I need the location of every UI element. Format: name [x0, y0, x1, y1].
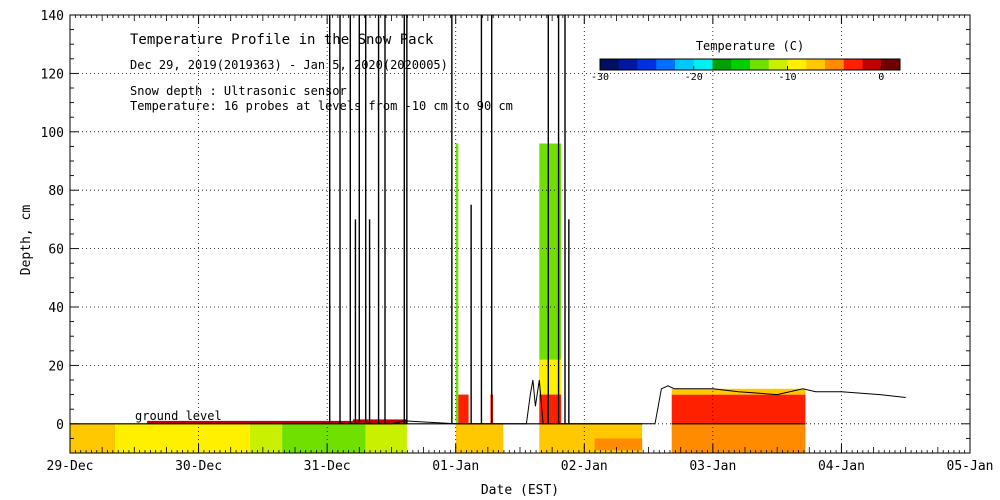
- temperature-blocks: [70, 143, 806, 453]
- y-tick-label: 40: [48, 301, 64, 316]
- temperature-block-3: [282, 423, 366, 453]
- temperature-block-13: [539, 359, 562, 395]
- temperature-block-1: [115, 423, 250, 453]
- colorbar-cell: [787, 59, 807, 70]
- ground-level-label: ground level: [135, 409, 222, 423]
- colorbar-cell: [731, 59, 751, 70]
- colorbar-cell: [806, 59, 826, 70]
- colorbar-cell: [675, 59, 695, 70]
- colorbar-label: Temperature (C): [696, 39, 804, 53]
- chart-title: Temperature Profile in the Snow Pack: [130, 32, 434, 48]
- x-tick-label: 29-Dec: [47, 459, 94, 474]
- grid-lines: [70, 15, 970, 453]
- temperature-block-4: [365, 423, 407, 453]
- temperature-block-7: [455, 423, 504, 453]
- y-tick-label: 60: [48, 243, 64, 258]
- colorbar-cell: [862, 59, 882, 70]
- temperature-block-17: [671, 394, 806, 424]
- y-tick-label: 80: [48, 184, 64, 199]
- temperature-block-9: [458, 394, 469, 424]
- temperature-block-16: [671, 423, 806, 453]
- x-axis-label: Date (EST): [481, 483, 559, 498]
- chart-subtitle: Dec 29, 2019(2019363) - Jan 5, 2020(2020…: [130, 58, 448, 72]
- note-temperature: Temperature: 16 probes at levels from -1…: [130, 99, 513, 113]
- temperature-block-0: [70, 423, 115, 453]
- axis-ticks: 29-Dec 30-Dec 31-Dec 01-Jan 02-Jan 03-Jan 04-J…: [41, 9, 994, 474]
- colorbar-cell: [637, 59, 657, 70]
- x-tick-label: 02-Jan: [561, 459, 608, 474]
- plot-frame: [69, 14, 971, 454]
- x-tick-label: 03-Jan: [689, 459, 736, 474]
- y-tick-label: 20: [48, 359, 64, 374]
- colorbar-cell: [712, 59, 732, 70]
- colorbar-cell: [656, 59, 676, 70]
- colorbar-cell: [750, 59, 770, 70]
- x-tick-label: 04-Jan: [818, 459, 865, 474]
- temperature-block-6: [352, 419, 407, 424]
- temperature-block-5: [147, 420, 353, 424]
- colorbar-tick-label: -20: [685, 72, 703, 83]
- colorbar-cell: [600, 59, 620, 70]
- temperature-block-14: [539, 394, 562, 424]
- x-tick-label: 30-Dec: [175, 459, 222, 474]
- y-axis-label: Depth, cm: [19, 205, 34, 276]
- colorbar-tick-label: -10: [778, 72, 796, 83]
- temperature-block-8: [455, 143, 459, 424]
- x-tick-label: 05-Jan: [947, 459, 994, 474]
- colorbar-tick-label: -30: [591, 72, 609, 83]
- temperature-block-12: [539, 143, 562, 395]
- x-tick-label: 01-Jan: [432, 459, 479, 474]
- colorbar-cell: [825, 59, 845, 70]
- colorbar: -30 -20 -10 0: [591, 58, 901, 83]
- y-tick-label: 0: [56, 418, 64, 433]
- colorbar-cell: [618, 59, 638, 70]
- temperature-block-15: [594, 438, 643, 451]
- colorbar-cell: [693, 59, 713, 70]
- note-snow-depth: Snow depth : Ultrasonic sensor: [130, 84, 347, 98]
- colorbar-cell: [843, 59, 863, 70]
- y-tick-label: 100: [41, 126, 64, 141]
- y-tick-label: 120: [41, 67, 64, 82]
- colorbar-frame: [599, 58, 901, 71]
- snow-depth-lines: [70, 15, 906, 425]
- y-tick-label: 140: [41, 9, 64, 24]
- colorbar-cell: [768, 59, 788, 70]
- x-tick-label: 31-Dec: [304, 459, 351, 474]
- colorbar-cell: [881, 59, 901, 70]
- colorbar-tick-label: 0: [878, 72, 884, 83]
- temperature-block-2: [250, 423, 283, 453]
- snow-depth-trace: [365, 379, 906, 425]
